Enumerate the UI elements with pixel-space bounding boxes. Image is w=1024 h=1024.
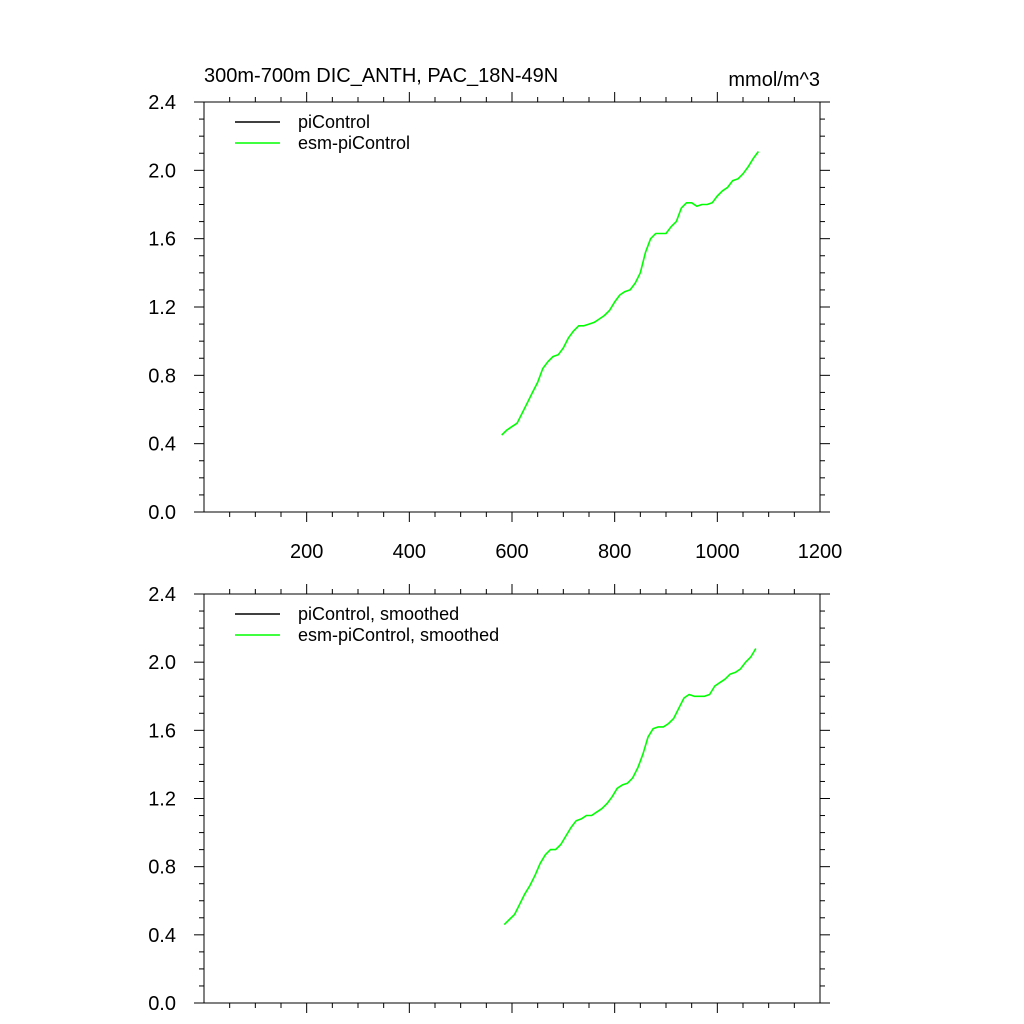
x-tick-label: 400 <box>393 541 426 563</box>
y-tick-label: 0.8 <box>148 365 176 387</box>
y-tick-label: 0.0 <box>148 993 176 1015</box>
y-tick-label: 2.4 <box>148 584 176 606</box>
legend-label: esm-piControl, smoothed <box>298 625 499 645</box>
chart-title: 300m-700m DIC_ANTH, PAC_18N-49N <box>204 65 558 87</box>
x-tick-labels: 200 400 600 800 1000 1200 <box>290 541 842 563</box>
y-tick-label: 1.6 <box>148 720 176 742</box>
x-tick-label: 600 <box>495 541 528 563</box>
y-tick-label: 2.0 <box>148 160 176 182</box>
series-line <box>501 151 760 436</box>
y-tick-label: 1.6 <box>148 229 176 251</box>
x-tick-label: 1000 <box>695 541 740 563</box>
y-tick-label: 2.0 <box>148 652 176 674</box>
plot-frame <box>203 593 821 1004</box>
plot-frame <box>203 101 821 513</box>
series-line <box>503 648 757 926</box>
panel-bottom: 0.0 0.4 0.8 1.2 1.6 2.0 2.4 piControl, smoothe… <box>148 584 830 1015</box>
series-lines <box>501 151 760 436</box>
legend-label: piControl, smoothed <box>298 604 459 624</box>
series-lines <box>503 648 757 926</box>
y-tick-label: 2.4 <box>148 92 176 114</box>
x-tick-label: 1200 <box>798 541 843 563</box>
x-tick-label: 200 <box>290 541 323 563</box>
y-tick-label: 1.2 <box>148 297 176 319</box>
y-tick-label: 1.2 <box>148 789 176 811</box>
y-tick-labels: 0.0 0.4 0.8 1.2 1.6 2.0 2.4 <box>148 92 176 524</box>
legend-label: esm-piControl <box>298 133 410 153</box>
y-tick-label: 0.0 <box>148 502 176 524</box>
y-tick-label: 0.4 <box>148 925 176 947</box>
x-tick-label: 800 <box>598 541 631 563</box>
units-label: mmol/m^3 <box>728 69 820 91</box>
legend-label: piControl <box>298 112 370 132</box>
tick-marks <box>194 584 830 1013</box>
y-tick-labels: 0.0 0.4 0.8 1.2 1.6 2.0 2.4 <box>148 584 176 1015</box>
y-tick-label: 0.4 <box>148 434 176 456</box>
y-tick-label: 0.8 <box>148 857 176 879</box>
tick-marks <box>194 92 830 522</box>
panel-top: 300m-700m DIC_ANTH, PAC_18N-49N mmol/m^3… <box>148 65 842 563</box>
